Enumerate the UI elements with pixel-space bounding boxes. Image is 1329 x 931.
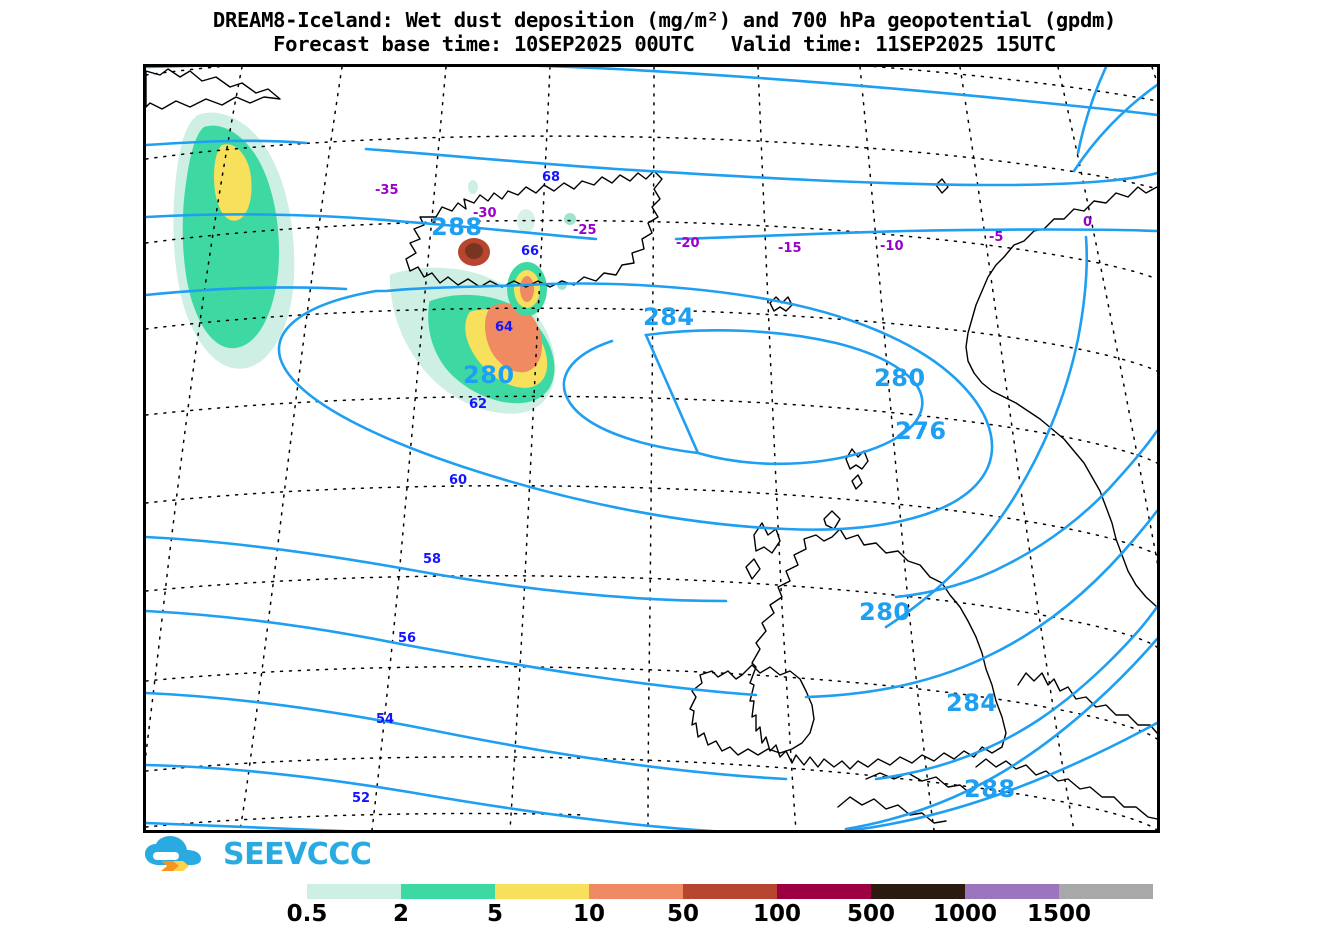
coastlines <box>146 68 1157 824</box>
colorbar-label-50: 50 <box>666 901 700 927</box>
geopotential-contours <box>146 67 1157 830</box>
parallel-68 <box>146 67 1157 102</box>
coastline-brittany <box>837 796 947 824</box>
plume-band-5 <box>214 144 252 221</box>
meridian-0 <box>959 67 1075 830</box>
chart-title-block: DREAM8-Iceland: Wet dust deposition (mg/… <box>0 8 1329 56</box>
meridian--30 <box>239 67 343 830</box>
graticule <box>146 67 1157 830</box>
coastline-denmark-germany <box>1017 672 1157 734</box>
colorbar-label-100: 100 <box>752 901 802 927</box>
page-title: DREAM8-Iceland: Wet dust deposition (mg/… <box>212 8 1117 32</box>
coastline-iceland <box>405 170 663 288</box>
colorbar-segment-8 <box>965 884 1059 899</box>
colorbar-segment-5 <box>683 884 777 899</box>
coastline-nw-europe <box>975 758 1157 820</box>
contour-288-north <box>146 139 1157 187</box>
parallel-62 <box>146 307 1157 372</box>
parallel-66 <box>146 135 1157 190</box>
plume-speck-1 <box>517 209 535 233</box>
colorbar-segment-2 <box>401 884 495 899</box>
plume-band-100-iceland <box>465 243 483 259</box>
dust-deposition-shading-iceland <box>389 180 576 414</box>
coastline-great-britain <box>749 528 1007 770</box>
parallel-54 <box>146 665 1157 740</box>
meridian-5 <box>1057 67 1157 565</box>
meridian--15 <box>647 67 655 830</box>
colorbar-segment-7 <box>871 884 965 899</box>
contour-284-ne-branch <box>884 235 1089 629</box>
map-frame[interactable]: 288284280280276280284288292296 686664626… <box>143 64 1160 833</box>
coastline-hebrides-south <box>745 558 761 580</box>
colorbar-tick-labels: 0.5 2 5 10 50 100 500 1000 1500 <box>213 901 1153 931</box>
forecast-time-subtitle: Forecast base time: 10SEP2025 00UTC Vali… <box>273 32 1056 56</box>
meridian--20 <box>509 67 551 830</box>
contour-284-south <box>146 509 1157 699</box>
logo-text: SEEVCCC <box>223 837 372 872</box>
seevccc-logo[interactable]: SEEVCCC <box>143 833 373 877</box>
meridian--5 <box>859 67 935 830</box>
colorbar-segment-0 <box>213 884 307 899</box>
coastline-greenland <box>146 68 281 110</box>
contour-292-north <box>146 67 1157 117</box>
plume-band-2 <box>182 125 280 349</box>
contour-292-ne <box>1076 67 1108 155</box>
cloud-icon <box>145 836 201 871</box>
contour-292-south <box>146 637 1157 830</box>
contour-288-ne <box>1072 83 1157 173</box>
dust-deposition-shading <box>173 112 295 369</box>
coastline-english-channel <box>865 772 973 796</box>
coastline-orkney <box>823 510 841 530</box>
contour-280-south <box>146 429 1157 603</box>
colorbar-segment-3 <box>495 884 589 899</box>
colorbar-label-1500: 1500 <box>1026 901 1092 927</box>
contour-280-loop <box>146 282 994 531</box>
plume-cell-secondary-band-10 <box>520 276 534 302</box>
plume-band-10-iceland <box>485 303 543 373</box>
colorbar-segment-6 <box>777 884 871 899</box>
contour-284-iceland <box>146 213 1157 241</box>
plume-speck-2 <box>564 213 576 225</box>
colorbar-label-1000: 1000 <box>932 901 998 927</box>
contour-288-south <box>146 605 1157 781</box>
map-canvas <box>146 67 1157 830</box>
parallel-64 <box>146 219 1157 280</box>
colorbar-label-0.5: 0.5 <box>286 901 328 927</box>
colorbar-segment-4 <box>589 884 683 899</box>
coastline-jan-mayen <box>935 178 949 194</box>
meridian--10 <box>757 67 797 830</box>
plume-speck-4 <box>468 180 478 194</box>
parallel-60 <box>146 395 1157 464</box>
contour-296-bottom <box>146 721 1157 830</box>
parallel-58 <box>146 485 1157 556</box>
colorbar-segment-1 <box>307 884 401 899</box>
coastline-norway <box>965 186 1157 608</box>
colorbar-label-2: 2 <box>392 901 410 927</box>
colorbar-label-500: 500 <box>846 901 896 927</box>
coastline-shetland <box>845 448 869 470</box>
coastline-shetland-south <box>851 474 863 490</box>
meridian--25 <box>371 67 447 830</box>
colorbar-strip <box>213 884 1153 899</box>
colorbar-label-5: 5 <box>486 901 504 927</box>
parallel-56 <box>146 575 1157 648</box>
contour-276-loop <box>562 329 924 466</box>
coastline-ireland <box>689 664 815 756</box>
colorbar-label-10: 10 <box>572 901 606 927</box>
colorbar-segment-9 <box>1059 884 1153 899</box>
